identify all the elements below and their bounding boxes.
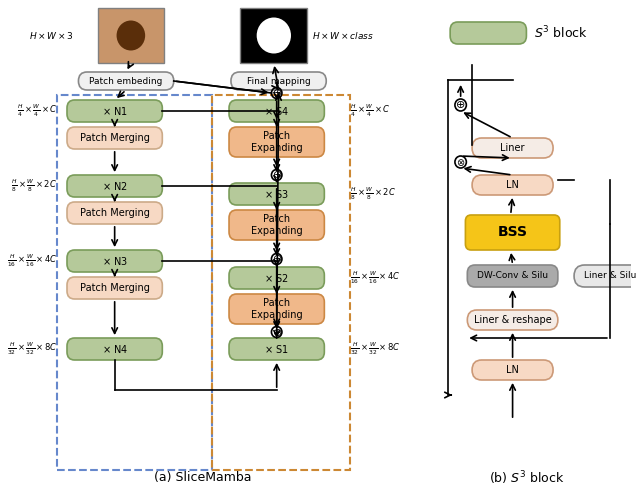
Text: Patch
Expanding: Patch Expanding: [251, 214, 303, 236]
Text: $\times$ N2: $\times$ N2: [102, 180, 127, 192]
Text: $\otimes$: $\otimes$: [456, 156, 465, 168]
Text: DW-Conv & Silu: DW-Conv & Silu: [477, 272, 548, 280]
FancyBboxPatch shape: [67, 202, 163, 224]
Bar: [97, 8, 164, 63]
FancyBboxPatch shape: [472, 138, 553, 158]
FancyBboxPatch shape: [231, 72, 326, 90]
FancyBboxPatch shape: [467, 265, 558, 287]
FancyBboxPatch shape: [67, 277, 163, 299]
FancyBboxPatch shape: [67, 250, 163, 272]
Text: $\times$ S3: $\times$ S3: [264, 188, 289, 200]
Bar: [241, 8, 307, 63]
Circle shape: [116, 20, 145, 50]
Text: BSS: BSS: [497, 226, 527, 239]
Text: $\times$ N1: $\times$ N1: [102, 105, 127, 117]
Text: $\oplus$: $\oplus$: [271, 88, 282, 99]
FancyBboxPatch shape: [67, 338, 163, 360]
FancyBboxPatch shape: [229, 127, 324, 157]
Text: $\frac{H}{4}\times\frac{W}{4}\times C$: $\frac{H}{4}\times\frac{W}{4}\times C$: [17, 103, 58, 119]
Text: $H\times W\times 3$: $H\times W\times 3$: [29, 30, 74, 41]
FancyBboxPatch shape: [229, 183, 324, 205]
Text: $\oplus$: $\oplus$: [271, 254, 282, 264]
Text: (a) SliceMamba: (a) SliceMamba: [154, 472, 251, 484]
Text: Liner: Liner: [500, 143, 525, 153]
Text: $S^3$ block: $S^3$ block: [534, 24, 588, 42]
FancyBboxPatch shape: [467, 310, 558, 330]
Text: $\times$ N3: $\times$ N3: [102, 255, 127, 267]
Text: Patch embeding: Patch embeding: [90, 76, 163, 86]
FancyBboxPatch shape: [67, 175, 163, 197]
Text: (b) $S^3$ block: (b) $S^3$ block: [489, 469, 564, 487]
FancyBboxPatch shape: [465, 215, 560, 250]
Text: $\frac{H}{4}\times\frac{W}{4}\times C$: $\frac{H}{4}\times\frac{W}{4}\times C$: [350, 103, 391, 119]
Text: Patch Merging: Patch Merging: [80, 133, 150, 143]
Text: Patch
Expanding: Patch Expanding: [251, 298, 303, 320]
Bar: [212, 95, 350, 470]
Text: $\frac{H}{32}\times\frac{W}{32}\times 8C$: $\frac{H}{32}\times\frac{W}{32}\times 8C…: [350, 341, 401, 357]
Text: Final mapping: Final mapping: [247, 76, 310, 86]
Text: $\oplus$: $\oplus$: [271, 326, 282, 338]
Text: Patch Merging: Patch Merging: [80, 208, 150, 218]
Text: Liner & reshape: Liner & reshape: [474, 315, 552, 325]
Circle shape: [257, 18, 291, 54]
Text: Liner & Silu: Liner & Silu: [584, 272, 636, 280]
FancyBboxPatch shape: [229, 100, 324, 122]
Text: $\times$ N4: $\times$ N4: [102, 343, 128, 355]
Text: $\oplus$: $\oplus$: [271, 170, 282, 180]
Text: $\times$ S1: $\times$ S1: [264, 343, 289, 355]
Bar: [58, 95, 212, 470]
FancyBboxPatch shape: [79, 72, 173, 90]
FancyBboxPatch shape: [472, 175, 553, 195]
Text: $\frac{H}{8}\times\frac{W}{8}\times 2C$: $\frac{H}{8}\times\frac{W}{8}\times 2C$: [12, 178, 58, 194]
Text: $\times$ S2: $\times$ S2: [264, 272, 289, 284]
FancyBboxPatch shape: [450, 22, 527, 44]
Text: $\oplus$: $\oplus$: [456, 100, 466, 110]
Text: $\frac{H}{8}\times\frac{W}{8}\times 2C$: $\frac{H}{8}\times\frac{W}{8}\times 2C$: [350, 186, 396, 202]
FancyBboxPatch shape: [574, 265, 640, 287]
Text: $\frac{H}{16}\times\frac{W}{16}\times 4C$: $\frac{H}{16}\times\frac{W}{16}\times 4C…: [350, 270, 401, 286]
FancyBboxPatch shape: [472, 360, 553, 380]
Text: $H\times W\times$class: $H\times W\times$class: [312, 30, 374, 41]
Text: Patch Merging: Patch Merging: [80, 283, 150, 293]
FancyBboxPatch shape: [67, 127, 163, 149]
Text: LN: LN: [506, 180, 519, 190]
FancyBboxPatch shape: [229, 210, 324, 240]
FancyBboxPatch shape: [67, 100, 163, 122]
Text: LN: LN: [506, 365, 519, 375]
FancyBboxPatch shape: [229, 294, 324, 324]
Text: $\frac{H}{32}\times\frac{W}{32}\times 8C$: $\frac{H}{32}\times\frac{W}{32}\times 8C…: [7, 341, 58, 357]
Text: Patch
Expanding: Patch Expanding: [251, 131, 303, 153]
FancyBboxPatch shape: [229, 338, 324, 360]
Text: $\times$ S4: $\times$ S4: [264, 105, 289, 117]
FancyBboxPatch shape: [229, 267, 324, 289]
Text: $\frac{H}{16}\times\frac{W}{16}\times 4C$: $\frac{H}{16}\times\frac{W}{16}\times 4C…: [7, 253, 58, 269]
